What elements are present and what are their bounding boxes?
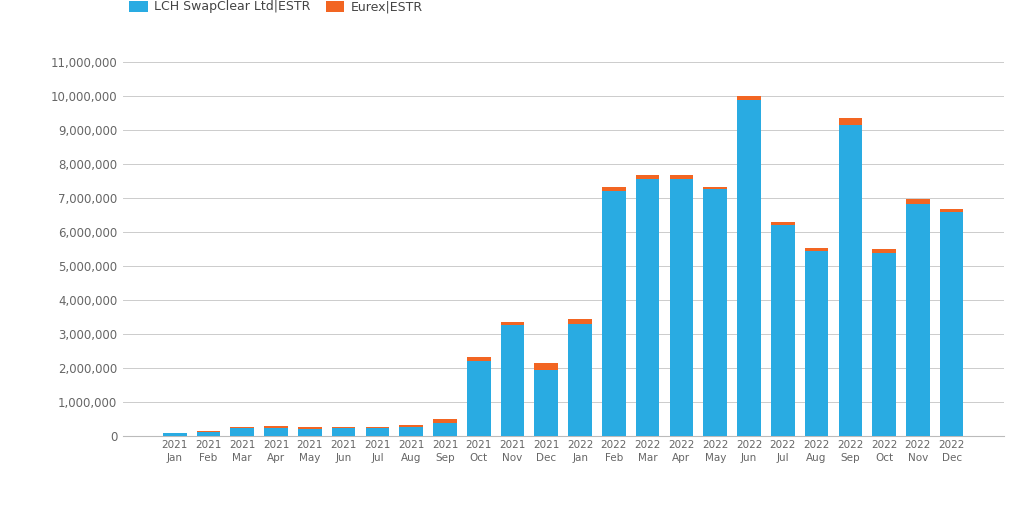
Bar [197,432,220,436]
Bar [636,174,659,179]
Bar [771,225,795,436]
Bar [568,324,592,436]
Bar [163,433,186,436]
Bar [366,427,389,428]
Bar [737,100,761,436]
Bar [906,204,930,436]
Bar [703,187,727,189]
Bar [670,175,693,179]
Bar [737,96,761,100]
Bar [298,428,322,436]
Bar [940,209,964,212]
Bar [501,322,524,325]
Bar [602,191,626,436]
Bar [568,319,592,324]
Bar [230,428,254,436]
Bar [771,222,795,225]
Bar [670,179,693,436]
Bar [703,189,727,436]
Bar [805,251,828,436]
Bar [433,419,457,423]
Bar [535,370,558,436]
Bar [839,117,862,125]
Bar [805,248,828,251]
Bar [501,325,524,436]
Bar [332,428,355,436]
Bar [872,253,896,436]
Bar [940,212,964,436]
Bar [467,357,490,361]
Bar [906,200,930,204]
Bar [197,431,220,432]
Legend: LCH SwapClear Ltd|ESTR, Eurex|ESTR: LCH SwapClear Ltd|ESTR, Eurex|ESTR [129,1,423,13]
Bar [433,423,457,436]
Bar [264,426,288,427]
Bar [163,432,186,433]
Bar [399,425,423,426]
Bar [467,361,490,436]
Bar [872,249,896,253]
Bar [298,427,322,428]
Bar [366,428,389,436]
Bar [230,426,254,428]
Bar [264,427,288,436]
Bar [636,179,659,436]
Bar [535,363,558,370]
Bar [839,125,862,436]
Bar [602,187,626,191]
Bar [332,427,355,428]
Bar [399,426,423,436]
